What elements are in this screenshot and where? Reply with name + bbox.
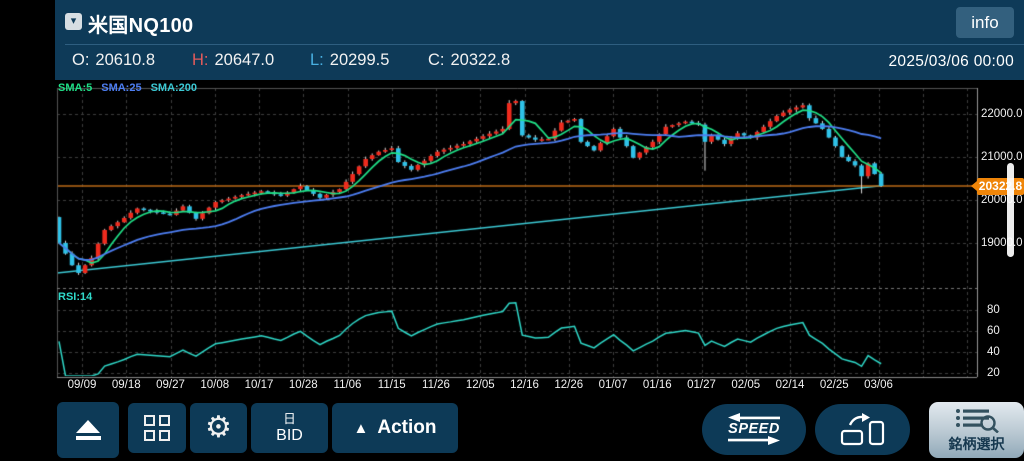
- rsi-legend-label: RSI:14: [58, 291, 93, 303]
- sma5-legend-label: SMA:5: [58, 82, 93, 94]
- rsi-axis-label: 80: [987, 304, 1000, 316]
- date-axis-label: 10/08: [200, 379, 230, 391]
- date-axis-label: 10/17: [244, 379, 274, 391]
- date-axis-label: 12/05: [465, 379, 495, 391]
- gear-icon: ⚙: [205, 411, 232, 444]
- list-search-icon: [955, 408, 999, 433]
- chevron-down-icon: ▾: [70, 15, 77, 27]
- ohlc-low: L: 20299.5: [310, 51, 390, 69]
- rotate-phone-icon: [840, 412, 884, 445]
- arrow-right-icon: [728, 436, 780, 445]
- date-axis-label: 01/07: [598, 379, 628, 391]
- arrow-left-icon: [728, 413, 780, 422]
- date-axis-label: 09/18: [111, 379, 141, 391]
- date-axis-label: 02/05: [731, 379, 761, 391]
- chart-scrollbar[interactable]: [1007, 163, 1014, 257]
- info-button[interactable]: info: [956, 7, 1014, 38]
- ohlc-open: O: 20610.8: [72, 51, 156, 69]
- date-axis-label: 09/09: [67, 379, 97, 391]
- date-axis-label: 03/06: [864, 379, 893, 391]
- action-label: Action: [377, 417, 437, 438]
- date-axis-label: 01/27: [687, 379, 716, 391]
- rsi-axis-label: 20: [987, 366, 1000, 379]
- speed-order-button[interactable]: SPEED: [702, 404, 806, 455]
- date-axis-label: 09/27: [156, 379, 185, 391]
- date-axis-label: 11/15: [377, 379, 406, 391]
- date-axis-label: 01/16: [642, 379, 672, 391]
- timeframe-label: 日: [283, 411, 296, 426]
- bid-label: BID: [276, 426, 303, 444]
- rotate-screen-button[interactable]: [815, 404, 910, 455]
- action-button[interactable]: ▲ Action: [332, 403, 458, 453]
- grid-icon: [144, 415, 170, 441]
- price-chart-canvas[interactable]: [55, 80, 1024, 400]
- header-divider: [65, 44, 1024, 45]
- chart-timestamp: 2025/03/06 00:00: [888, 53, 1014, 70]
- ohlc-high: H: 20647.0: [192, 51, 275, 69]
- date-axis-label: 12/26: [554, 379, 584, 391]
- settings-button[interactable]: ⚙: [190, 403, 247, 453]
- ohlc-close: C: 20322.8: [428, 51, 511, 69]
- collapse-toolbar-button[interactable]: [57, 402, 119, 458]
- action-logo-icon: ▲: [353, 419, 369, 437]
- current-price-tag: 20322.8: [971, 178, 1024, 195]
- price-axis-label: 19000.0: [981, 236, 1023, 249]
- symbol-select-label: 銘柄選択: [948, 435, 1005, 452]
- date-axis-label: 11/26: [422, 379, 450, 391]
- price-axis-label: 21000.0: [981, 150, 1023, 163]
- layout-grid-button[interactable]: [128, 403, 186, 453]
- rsi-axis-label: 40: [987, 345, 1000, 358]
- speed-label: SPEED: [728, 421, 780, 437]
- sma200-legend-label: SMA:200: [150, 82, 198, 94]
- timeframe-bid-button[interactable]: 日 BID: [251, 403, 328, 453]
- header: ▾ 米国NQ100 info O: 20610.8 H: 20647.0 L: 202…: [55, 0, 1024, 80]
- date-axis-label: 10/28: [288, 379, 318, 391]
- price-axis-label: 22000.0: [981, 107, 1023, 120]
- date-axis-label: 11/06: [333, 379, 362, 391]
- eject-icon: [76, 420, 100, 434]
- sma25-legend-label: SMA:25: [101, 82, 142, 94]
- symbol-select-button[interactable]: 銘柄選択: [929, 402, 1024, 458]
- sma-legend: SMA:5 SMA:25 SMA:200: [58, 82, 197, 94]
- date-axis-label: 02/25: [819, 379, 849, 391]
- symbol-title: 米国NQ100: [88, 15, 194, 37]
- date-axis-label: 02/14: [775, 379, 805, 391]
- rsi-axis-label: 60: [987, 324, 1000, 337]
- symbol-dropdown[interactable]: ▾: [65, 13, 82, 30]
- date-axis-label: 12/16: [510, 379, 539, 391]
